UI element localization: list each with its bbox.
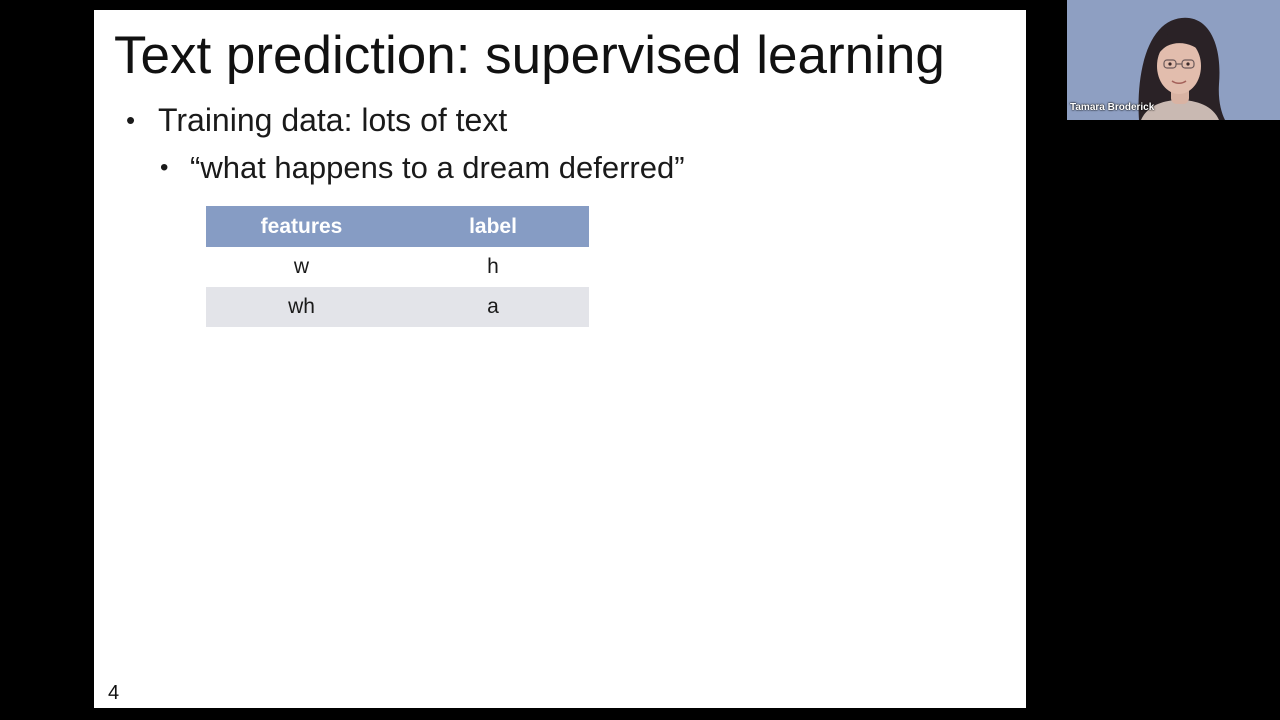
presentation-slide: Text prediction: supervised learning • T… bbox=[94, 10, 1026, 708]
bullet-text: Training data: lots of text bbox=[158, 101, 508, 138]
table-header-row: features label bbox=[206, 206, 589, 247]
table-header-features: features bbox=[206, 206, 397, 247]
bullet-marker: • bbox=[160, 154, 169, 181]
table-cell-label: a bbox=[397, 287, 589, 327]
participant-video-image bbox=[1138, 17, 1225, 120]
table-row: wh a bbox=[206, 287, 589, 327]
slide-title: Text prediction: supervised learning bbox=[114, 26, 945, 85]
table-header-label: label bbox=[397, 206, 589, 247]
bullet-text: “what happens to a dream deferred” bbox=[190, 150, 685, 185]
participant-name-label: Tamara Broderick bbox=[1070, 102, 1155, 113]
bullet-marker: • bbox=[126, 104, 136, 135]
table-cell-features: w bbox=[206, 247, 397, 287]
table-row: w h bbox=[206, 247, 589, 287]
bullet-item: • Training data: lots of text bbox=[126, 100, 507, 140]
features-label-table: features label w h wh a bbox=[206, 206, 589, 327]
table-cell-features: wh bbox=[206, 287, 397, 327]
participant-video-tile[interactable]: Tamara Broderick bbox=[1067, 0, 1280, 120]
table-cell-label: h bbox=[397, 247, 589, 287]
slide-page-number: 4 bbox=[108, 682, 120, 704]
sub-bullet-item: • “what happens to a dream deferred” bbox=[160, 148, 685, 188]
